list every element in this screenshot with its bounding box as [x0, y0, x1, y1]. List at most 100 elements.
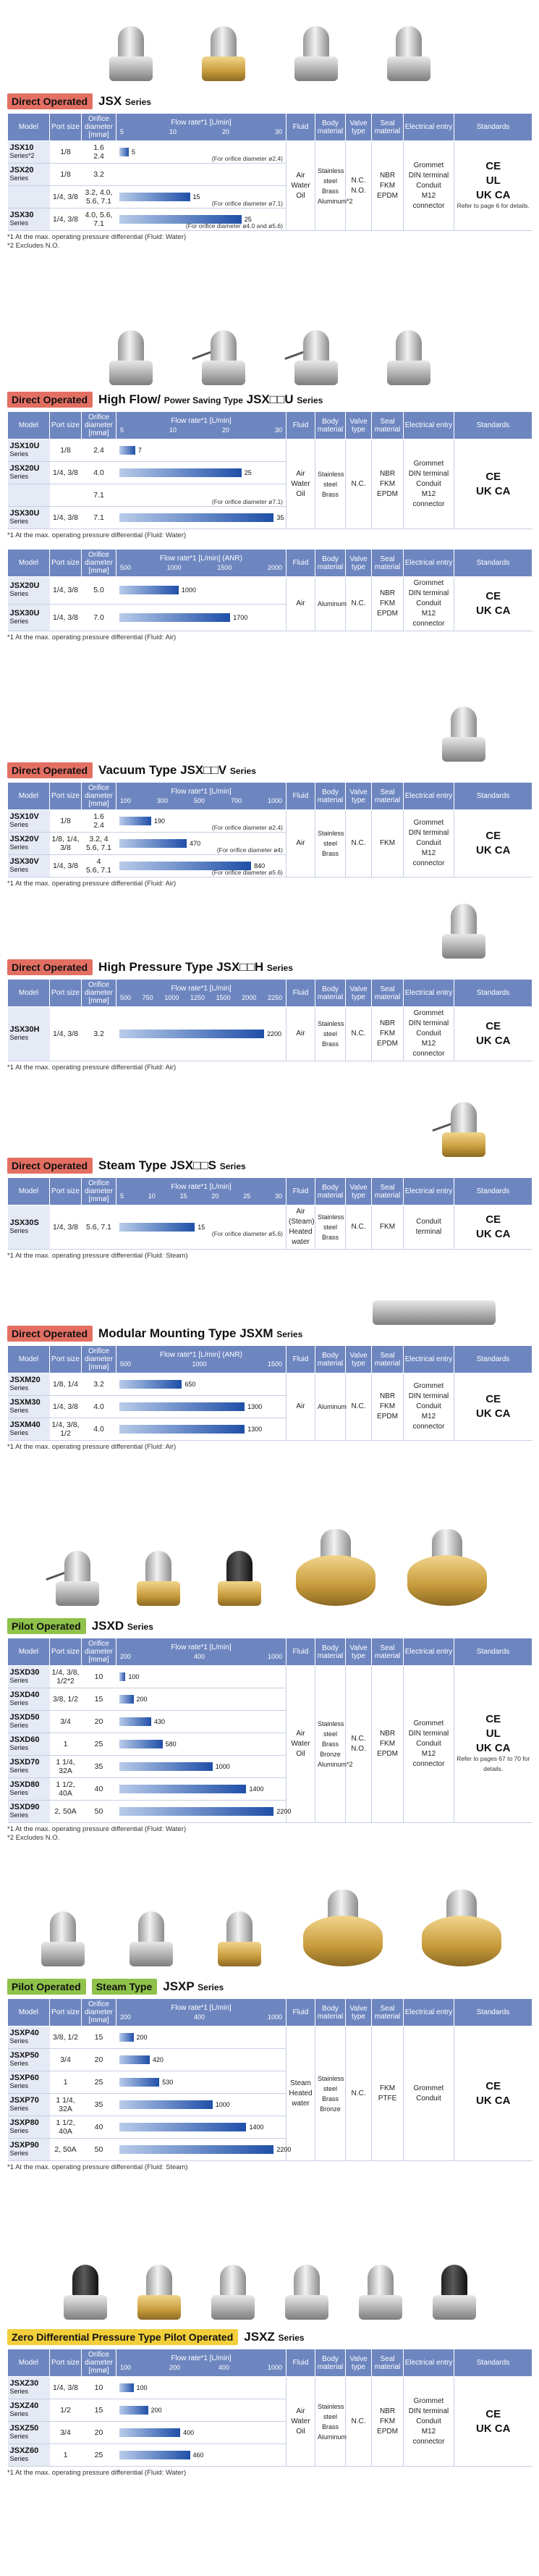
col-seal: Seal material: [371, 1177, 404, 1205]
flow-scale-tick: 5: [120, 426, 124, 434]
flow-bar: [119, 586, 179, 595]
flow-cell: 400: [116, 2421, 287, 2444]
col-model: Model: [7, 549, 50, 577]
section-title: Pilot Operated Steam Type JSXP Series: [0, 1978, 539, 1995]
col-fluid: Fluid: [286, 1345, 315, 1373]
valve-photo: [275, 2262, 339, 2320]
col-orifice: Orifice diameter [mmø]: [81, 1638, 116, 1666]
standards-marks: CE UK CA: [457, 1394, 530, 1419]
type-tag: Pilot Operated: [7, 1979, 86, 1995]
product-photos-jsxz: [0, 2207, 539, 2320]
flow-scale-tick: 20: [211, 1192, 219, 1200]
orifice-cell: 15: [81, 2399, 116, 2422]
valve-type-cell: N.C.: [345, 809, 372, 877]
valve-photo: [45, 1548, 109, 1606]
table-row: JSX20V Series 1/8, 1/4, 3/8 3.2, 4 5.6, 7.1 47…: [7, 832, 532, 855]
orifice-cell: 2.4: [81, 439, 116, 462]
spec-table: Model Port size Orifice diameter [mmø] Flow…: [0, 782, 539, 888]
port-cell: 3/4: [49, 1710, 82, 1733]
table-row: JSX30U Series 1/4, 3/8 7.0 1700: [7, 604, 532, 631]
footnote: *1 At the max. operating pressure differ…: [7, 880, 177, 888]
series-name: High Pressure Type JSX□□H Series: [98, 960, 293, 974]
flow-scale-tick: 1000: [267, 796, 282, 804]
valve-type-cell: N.C. N.O.: [345, 1665, 372, 1823]
flow-bar: [119, 2145, 274, 2154]
seal-material-cell: NBR FKM EPDM: [371, 140, 404, 231]
flow-scale-tick: 15: [179, 1192, 187, 1200]
port-cell: 1: [49, 1733, 82, 1756]
footnote: *1 At the max. operating pressure differ…: [7, 1443, 177, 1451]
col-body: Body material: [315, 411, 346, 439]
model-cell: JSXZ40 Series: [7, 2399, 50, 2422]
valve-photo: [119, 1908, 183, 1966]
table-row: JSXD50 Series 3/4 20 430: [7, 1710, 532, 1733]
orifice-cell: 7.1: [81, 506, 116, 529]
table-row: JSX30U Series 1/4, 3/8 7.1 35: [7, 506, 532, 529]
series-name: Modular Mounting Type JSXM Series: [98, 1326, 303, 1340]
standard-mark: UL: [485, 1727, 501, 1740]
flow-scale-tick: 1000: [267, 1652, 282, 1660]
flow-bar: [119, 1425, 245, 1434]
table-row: JSX20 Series 1/8 3.2: [7, 163, 532, 186]
fluid-cell: Air: [286, 576, 315, 631]
flow-scale-tick: 1000: [267, 2013, 282, 2021]
model-cell: JSX10 Series*2: [7, 140, 50, 164]
spec-table: Model Port size Orifice diameter [mmø] Flow…: [0, 979, 539, 1072]
seal-material-cell: NBR FKM EPDM: [371, 1665, 404, 1823]
footnotes: *1 At the max. operating pressure differ…: [7, 1825, 539, 1843]
model-cell: JSX10U Series: [7, 439, 50, 462]
flow-value: 1000: [215, 2101, 230, 2108]
flow-value: 1000: [181, 586, 196, 594]
port-cell: 1: [49, 2444, 82, 2467]
standard-mark: UK CA: [476, 188, 511, 201]
series-name: JSX Series: [98, 94, 151, 108]
flow-value: 580: [165, 1741, 177, 1748]
flow-cell: 25 (For orifice diameter ø4.0 and ø5.6): [116, 208, 287, 231]
col-standards: Standards: [454, 549, 532, 577]
orifice-cell: 4.0: [81, 1418, 116, 1441]
col-port: Port size: [49, 1998, 82, 2026]
body-material-cell: Stainless steel Brass: [315, 1006, 346, 1061]
flow-scale-tick: 10: [148, 1192, 156, 1200]
valve-photo: [208, 1548, 271, 1606]
model-cell: [7, 185, 50, 209]
col-model: Model: [7, 979, 50, 1007]
col-flow: Flow rate*1 [L/min] (ANR) 500 1000 1500: [116, 1345, 287, 1373]
col-electrical: Electrical entry: [403, 113, 454, 141]
model-cell: JSXD40 Series: [7, 1688, 50, 1711]
electrical-entry-cell: Grommet Conduit: [403, 2026, 454, 2161]
col-seal: Seal material: [371, 782, 404, 810]
flow-scale-tick: 5: [120, 127, 124, 135]
fluid-cell: Air (Steam) Heated water: [286, 1205, 315, 1250]
col-valve: Valve type: [345, 979, 372, 1007]
flow-cell: 1000: [116, 576, 287, 605]
valve-photo: [432, 901, 496, 959]
seal-material-cell: NBR FKM EPDM: [371, 1373, 404, 1441]
model-cell: JSXZ50 Series: [7, 2421, 50, 2444]
type-tag: Direct Operated: [7, 1326, 93, 1342]
footnote: *2 Excludes N.O.: [7, 242, 60, 250]
body-material-cell: Stainless steel Brass Aluminum*2: [315, 140, 353, 231]
table-row: JSXP70 Series 1 1/4, 32A 35 1000: [7, 2093, 532, 2116]
col-orifice: Orifice diameter [mmø]: [81, 411, 116, 439]
standard-mark: CE: [485, 1393, 501, 1405]
model-cell: JSXD80 Series: [7, 1777, 50, 1801]
col-model: Model: [7, 1177, 50, 1205]
standards-marks: CE UL UK CA: [457, 161, 530, 201]
flow-scale-tick: 30: [274, 426, 282, 434]
electrical-entry-cell: Grommet DIN terminal Conduit M12 connector: [403, 140, 454, 231]
model-cell: JSX20V Series: [7, 832, 50, 855]
col-orifice: Orifice diameter [mmø]: [81, 1998, 116, 2026]
valve-photo: [423, 2262, 486, 2320]
orifice-cell: 3.2, 4.0, 5.6, 7.1: [81, 185, 116, 209]
flow-bar: [119, 1717, 152, 1726]
page-reference: Refer to pages 67 to 70 for details.: [457, 1755, 530, 1772]
footnotes: *1 At the max. operating pressure differ…: [7, 634, 539, 642]
section-title: Direct Operated Modular Mounting Type JS…: [0, 1325, 539, 1342]
table-row: 1/4, 3/8 3.2, 4.0, 5.6, 7.1 15 (For orifice …: [7, 185, 532, 209]
flow-value: 200: [136, 2034, 148, 2041]
flow-scale-tick: 200: [120, 1652, 132, 1660]
model-cell: JSXM20 Series: [7, 1373, 50, 1396]
series-name: JSXZ Series: [244, 2330, 305, 2344]
col-standards: Standards: [454, 113, 532, 141]
